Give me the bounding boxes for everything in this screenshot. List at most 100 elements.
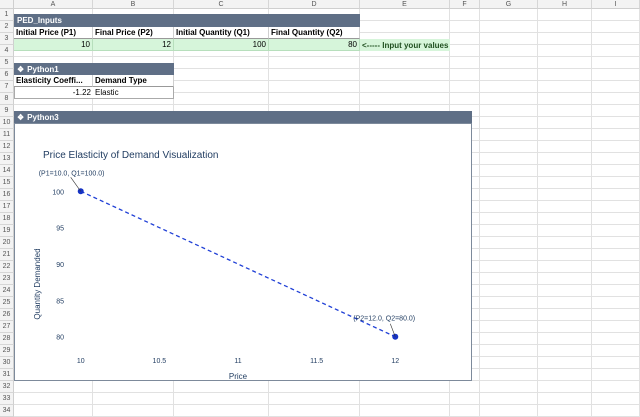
row-header-33[interactable]: 33 — [0, 393, 14, 405]
row-header-13[interactable]: 13 — [0, 153, 14, 165]
cell-G10[interactable] — [480, 117, 538, 129]
value-elasticity-coefficient[interactable]: -1.22 — [14, 87, 93, 99]
cell-H31[interactable] — [538, 369, 592, 381]
cell-I11[interactable] — [592, 129, 640, 141]
python3-table-title[interactable]: ❖ Python3 — [14, 111, 472, 123]
cell-A4[interactable] — [14, 45, 93, 57]
cell-H10[interactable] — [538, 117, 592, 129]
cell-I14[interactable] — [592, 165, 640, 177]
cell-H13[interactable] — [538, 153, 592, 165]
cell-G32[interactable] — [480, 381, 538, 393]
input-initial-quantity[interactable]: 100 — [174, 39, 269, 51]
column-header-D[interactable]: D — [269, 0, 360, 9]
cell-F6[interactable] — [450, 69, 480, 81]
cell-I25[interactable] — [592, 297, 640, 309]
cell-H8[interactable] — [538, 93, 592, 105]
cell-G25[interactable] — [480, 297, 538, 309]
cell-H32[interactable] — [538, 381, 592, 393]
cell-G17[interactable] — [480, 201, 538, 213]
cell-H18[interactable] — [538, 213, 592, 225]
cell-F32[interactable] — [450, 381, 480, 393]
input-final-price[interactable]: 12 — [93, 39, 174, 51]
cell-H24[interactable] — [538, 285, 592, 297]
cell-I18[interactable] — [592, 213, 640, 225]
cell-F4[interactable] — [450, 45, 480, 57]
cell-G30[interactable] — [480, 357, 538, 369]
cell-H25[interactable] — [538, 297, 592, 309]
cell-A34[interactable] — [14, 405, 93, 417]
cell-A32[interactable] — [14, 381, 93, 393]
row-header-19[interactable]: 19 — [0, 225, 14, 237]
row-header-30[interactable]: 30 — [0, 357, 14, 369]
cell-I22[interactable] — [592, 261, 640, 273]
row-header-29[interactable]: 29 — [0, 345, 14, 357]
cell-G18[interactable] — [480, 213, 538, 225]
cell-H15[interactable] — [538, 177, 592, 189]
cell-I6[interactable] — [592, 69, 640, 81]
cell-F3[interactable] — [450, 33, 480, 45]
cell-F33[interactable] — [450, 393, 480, 405]
cell-I8[interactable] — [592, 93, 640, 105]
value-demand-type[interactable]: Elastic — [93, 87, 174, 99]
cell-C4[interactable] — [174, 45, 269, 57]
row-header-7[interactable]: 7 — [0, 81, 14, 93]
row-header-6[interactable]: 6 — [0, 69, 14, 81]
cell-G14[interactable] — [480, 165, 538, 177]
cell-F34[interactable] — [450, 405, 480, 417]
cell-I3[interactable] — [592, 33, 640, 45]
cell-H22[interactable] — [538, 261, 592, 273]
cell-D32[interactable] — [269, 381, 360, 393]
cell-H21[interactable] — [538, 249, 592, 261]
cell-H26[interactable] — [538, 309, 592, 321]
row-header-10[interactable]: 10 — [0, 117, 14, 129]
cell-I31[interactable] — [592, 369, 640, 381]
cell-B32[interactable] — [93, 381, 174, 393]
cell-G2[interactable] — [480, 21, 538, 33]
row-header-28[interactable]: 28 — [0, 333, 14, 345]
input-hint-note[interactable]: <----- Input your values — [360, 39, 450, 51]
cell-I23[interactable] — [592, 273, 640, 285]
row-header-14[interactable]: 14 — [0, 165, 14, 177]
header-final-price[interactable]: Final Price (P2) — [93, 27, 174, 39]
row-header-5[interactable]: 5 — [0, 57, 14, 69]
cell-G26[interactable] — [480, 309, 538, 321]
cell-C32[interactable] — [174, 381, 269, 393]
cell-I7[interactable] — [592, 81, 640, 93]
cell-H3[interactable] — [538, 33, 592, 45]
cell-H29[interactable] — [538, 345, 592, 357]
cell-C6[interactable] — [174, 69, 269, 81]
cell-I13[interactable] — [592, 153, 640, 165]
cell-G23[interactable] — [480, 273, 538, 285]
cell-H28[interactable] — [538, 333, 592, 345]
cell-F8[interactable] — [450, 93, 480, 105]
cell-I34[interactable] — [592, 405, 640, 417]
cell-I29[interactable] — [592, 345, 640, 357]
cell-I17[interactable] — [592, 201, 640, 213]
row-header-17[interactable]: 17 — [0, 201, 14, 213]
cell-I12[interactable] — [592, 141, 640, 153]
cell-H23[interactable] — [538, 273, 592, 285]
cell-G31[interactable] — [480, 369, 538, 381]
cell-A8[interactable] — [14, 93, 93, 105]
cell-G27[interactable] — [480, 321, 538, 333]
cell-E34[interactable] — [360, 405, 450, 417]
header-initial-price[interactable]: Initial Price (P1) — [14, 27, 93, 39]
cell-H33[interactable] — [538, 393, 592, 405]
cell-G29[interactable] — [480, 345, 538, 357]
cell-G1[interactable] — [480, 9, 538, 21]
cell-I15[interactable] — [592, 177, 640, 189]
cell-E6[interactable] — [360, 69, 450, 81]
cell-B4[interactable] — [93, 45, 174, 57]
cell-D34[interactable] — [269, 405, 360, 417]
cell-I27[interactable] — [592, 321, 640, 333]
cell-H5[interactable] — [538, 57, 592, 69]
column-header-A[interactable]: A — [14, 0, 93, 9]
row-header-20[interactable]: 20 — [0, 237, 14, 249]
row-header-4[interactable]: 4 — [0, 45, 14, 57]
cell-G15[interactable] — [480, 177, 538, 189]
column-header-I[interactable]: I — [592, 0, 640, 9]
column-header-H[interactable]: H — [538, 0, 592, 9]
cell-C34[interactable] — [174, 405, 269, 417]
cell-H4[interactable] — [538, 45, 592, 57]
header-final-quantity[interactable]: Final Quantity (Q2) — [269, 27, 360, 39]
